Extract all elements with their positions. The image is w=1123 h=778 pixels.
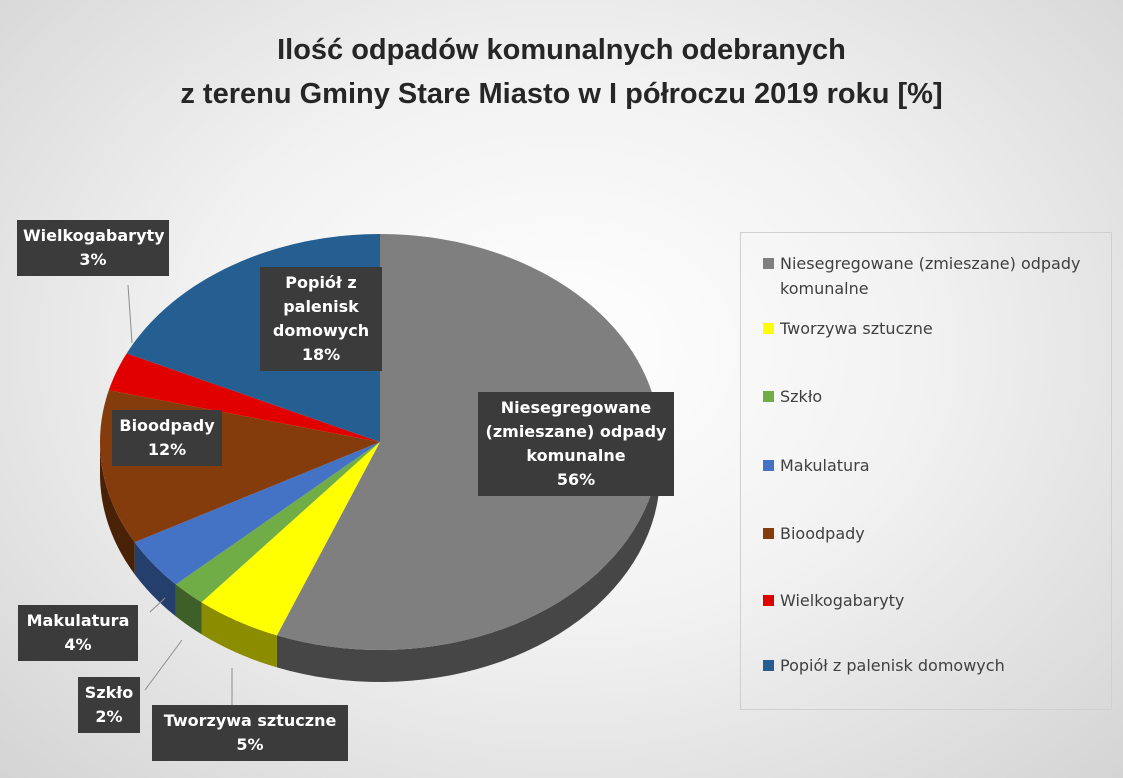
slice (175, 442, 380, 603)
legend-item: Bioodpady (763, 521, 1108, 546)
slice (108, 353, 380, 442)
slice-side (276, 442, 660, 682)
leader-line (149, 597, 166, 613)
data-label-name: Wielkogabaryty (23, 226, 165, 245)
legend-swatch (763, 660, 774, 671)
legend-swatch (763, 595, 774, 606)
slice (276, 234, 660, 650)
leader-line (127, 284, 133, 344)
slice-side (201, 602, 277, 668)
slice (134, 442, 380, 585)
data-label-value: 12% (147, 440, 187, 459)
legend-label: Szkło (780, 387, 823, 406)
data-label: Popiół z palenisk domowych 18% (260, 267, 382, 371)
legend-item: Niesegregowane (zmieszane) odpady komuna… (763, 251, 1108, 301)
data-label: Szkło 2% (78, 677, 140, 733)
data-label-name: Niesegregowane (zmieszane) odpady komuna… (485, 398, 667, 465)
data-label: Tworzywa sztuczne 5% (152, 705, 348, 761)
data-label: Wielkogabaryty 3% (17, 220, 169, 276)
data-label: Niesegregowane (zmieszane) odpady komuna… (478, 392, 674, 496)
slice-side (175, 584, 202, 635)
data-label-name: Szkło (84, 683, 134, 702)
data-label-value: 56% (556, 470, 596, 489)
data-label-name: Popiół z palenisk domowych (272, 273, 370, 340)
data-label-value: 3% (79, 250, 107, 269)
slice (201, 442, 380, 636)
legend-swatch (763, 323, 774, 334)
legend-item: Szkło (763, 384, 1108, 409)
data-label: Bioodpady 12% (112, 410, 222, 466)
legend-item: Wielkogabaryty (763, 588, 1108, 613)
data-label: Makulatura 4% (18, 605, 138, 661)
legend-label: Makulatura (780, 456, 870, 475)
legend-item: Makulatura (763, 453, 1108, 478)
legend: Niesegregowane (zmieszane) odpady komuna… (740, 232, 1112, 710)
legend-label: Bioodpady (780, 524, 865, 543)
data-label-name: Makulatura (26, 611, 130, 630)
legend-swatch (763, 460, 774, 471)
data-label-value: 5% (236, 735, 264, 754)
chart-title: Ilość odpadów komunalnych odebranych z t… (180, 34, 943, 110)
legend-swatch (763, 258, 774, 269)
legend-swatch (763, 391, 774, 402)
legend-item: Popiół z palenisk domowych (763, 653, 1108, 678)
data-label-name: Tworzywa sztuczne (163, 711, 337, 730)
leader-line (144, 639, 183, 691)
legend-label: Wielkogabaryty (780, 591, 905, 610)
data-label-name: Bioodpady (119, 416, 215, 435)
legend-label: Tworzywa sztuczne (780, 319, 933, 338)
slice-side (134, 542, 176, 617)
legend-label: Popiół z palenisk domowych (780, 656, 1005, 675)
data-label-value: 18% (301, 345, 341, 364)
legend-label: Niesegregowane (zmieszane) odpady komuna… (780, 254, 1081, 298)
legend-item: Tworzywa sztuczne (763, 316, 1108, 341)
data-label-value: 2% (95, 707, 123, 726)
data-label-value: 4% (64, 635, 92, 654)
slice-side (100, 442, 135, 575)
legend-swatch (763, 528, 774, 539)
